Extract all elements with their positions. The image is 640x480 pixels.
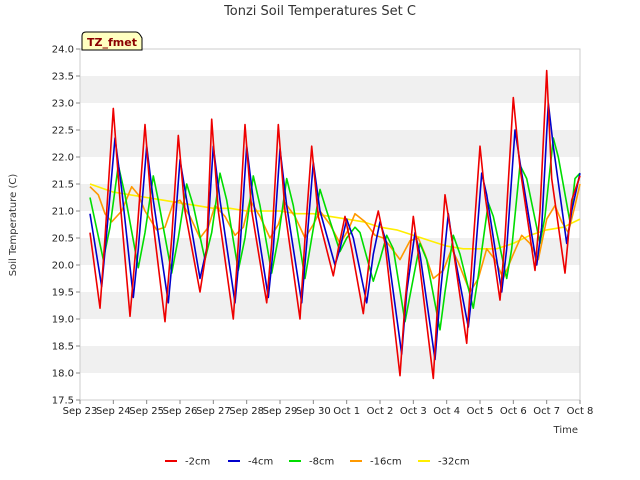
legend-label: -8cm — [309, 457, 334, 468]
site-tag-box — [81, 31, 143, 51]
y-tick-label: 23.5 — [52, 72, 74, 83]
y-tick-label: 18.5 — [52, 342, 74, 353]
grid-band — [80, 103, 580, 130]
site-tag: TZ_fmet — [81, 31, 143, 51]
legend: -2cm -4cm -8cm -16cm -32cm — [165, 457, 470, 468]
x-tick-label: Sep 28 — [229, 406, 264, 417]
legend-label: -16cm — [370, 457, 402, 468]
x-tick-label: Oct 2 — [367, 406, 394, 417]
x-tick-label: Sep 23 — [63, 406, 98, 417]
x-tick-label: Oct 5 — [467, 406, 494, 417]
x-tick-label: Sep 27 — [196, 406, 231, 417]
x-tick-label: Sep 29 — [263, 406, 298, 417]
y-tick-label: 21.0 — [52, 207, 74, 218]
y-tick-label: 20.5 — [52, 234, 74, 245]
x-tick-label: Sep 26 — [163, 406, 198, 417]
site-tag-label: TZ_fmet — [87, 36, 137, 49]
grid-band — [80, 76, 580, 103]
x-tick-label: Oct 1 — [333, 406, 360, 417]
legend-label: -4cm — [248, 457, 273, 468]
x-axis-label: Time — [553, 425, 578, 436]
x-tick-label: Sep 24 — [96, 406, 131, 417]
y-tick-label: 17.5 — [52, 396, 74, 407]
legend-label: -2cm — [185, 457, 210, 468]
grid-band — [80, 130, 580, 157]
series-line-m2cm — [89, 69, 581, 380]
x-tick-label: Sep 25 — [129, 406, 164, 417]
series-layer — [89, 69, 581, 380]
x-tick-label: Oct 7 — [533, 406, 560, 417]
grid-band — [80, 346, 580, 373]
y-tick-label: 18.0 — [52, 369, 74, 380]
y-tick-label: 22.0 — [52, 153, 74, 164]
y-tick-label: 22.5 — [52, 126, 74, 137]
grid-bands — [80, 49, 580, 400]
x-tick-label: Sep 30 — [296, 406, 331, 417]
x-tick-label: Oct 6 — [500, 406, 527, 417]
y-tick-label: 23.0 — [52, 99, 74, 110]
grid-band — [80, 373, 580, 400]
grid-band — [80, 184, 580, 211]
y-axis: 17.5 18.0 18.5 19.0 19.5 20.0 20.5 21.0 21.5 22.0… — [52, 45, 80, 407]
grid-band — [80, 292, 580, 319]
legend-label: -32cm — [438, 457, 470, 468]
x-tick-label: Oct 3 — [400, 406, 427, 417]
grid-band — [80, 319, 580, 346]
chart-title: Tonzi Soil Temperatures Set C — [223, 4, 416, 19]
y-axis-label: Soil Temperature (C) — [8, 174, 19, 277]
grid-band — [80, 157, 580, 184]
y-tick-label: 24.0 — [52, 45, 74, 56]
grid-band — [80, 49, 580, 76]
y-tick-label: 19.5 — [52, 288, 74, 299]
plot-area — [79, 48, 581, 401]
y-tick-label: 20.0 — [52, 261, 74, 272]
x-tick-label: Oct 4 — [433, 406, 460, 417]
series-line-m8cm — [89, 137, 581, 331]
x-tick-label: Oct 8 — [567, 406, 594, 417]
y-tick-label: 19.0 — [52, 315, 74, 326]
y-tick-label: 21.5 — [52, 180, 74, 191]
